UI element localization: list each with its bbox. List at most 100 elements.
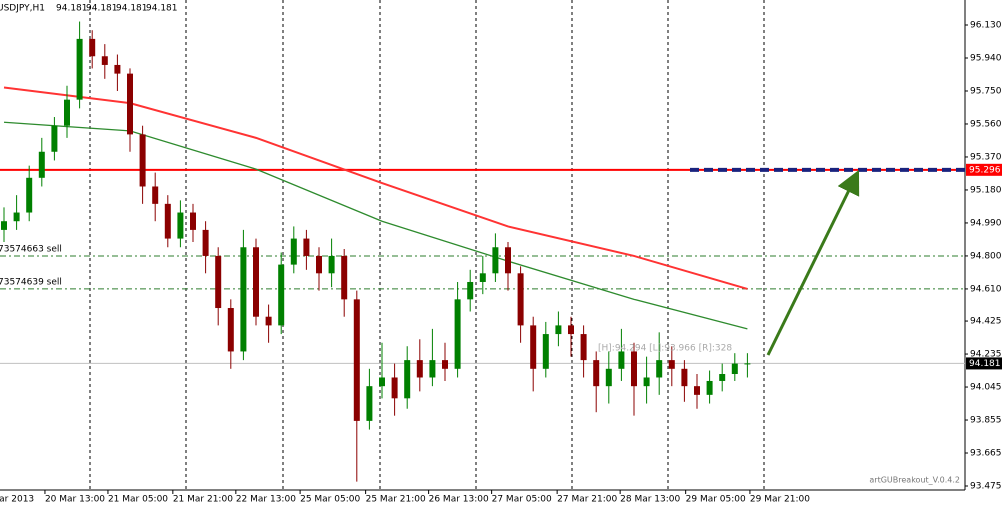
level-label: 73574639 sell xyxy=(0,277,62,287)
x-tick-label: 26 Mar 13:00 xyxy=(429,495,489,505)
candle-body xyxy=(366,386,373,421)
y-tick-label: 95.940 xyxy=(970,53,1002,63)
y-tick-label: 93.475 xyxy=(970,482,1002,492)
x-tick-label: 21 Mar 21:00 xyxy=(173,495,233,505)
candle-body xyxy=(76,38,83,100)
candle-body xyxy=(26,177,33,213)
candle-body xyxy=(391,377,398,399)
x-tick-label: 25 Mar 21:00 xyxy=(366,495,426,505)
candle-body xyxy=(164,203,171,239)
candle-body xyxy=(593,360,600,387)
candle-body xyxy=(253,247,259,317)
x-tick-label: 25 Mar 05:00 xyxy=(300,495,360,505)
x-tick-label: 27 Mar 21:00 xyxy=(557,495,617,505)
candle-body xyxy=(227,308,234,352)
candle-body xyxy=(744,363,751,365)
candle-body xyxy=(479,273,486,282)
x-tick-label: 28 Mar 13:00 xyxy=(620,495,680,505)
header-value: 94.181 xyxy=(86,4,118,14)
x-tick-label: 21 Mar 05:00 xyxy=(108,495,168,505)
candle-body xyxy=(404,360,411,399)
candle-body xyxy=(467,281,474,300)
candle-body xyxy=(668,360,675,369)
candle-body xyxy=(656,360,663,378)
candle-body xyxy=(13,212,20,222)
candle-body xyxy=(416,360,423,378)
candle-body xyxy=(505,247,511,274)
candle-body xyxy=(328,255,335,274)
candle-body xyxy=(202,229,209,256)
y-tick-label: 94.425 xyxy=(970,317,1002,327)
arrow xyxy=(766,169,860,356)
y-tick-label: 93.665 xyxy=(970,449,1002,459)
candle-body xyxy=(568,325,574,335)
x-tick-label: 29 Mar 05:00 xyxy=(686,495,746,505)
candle-body xyxy=(706,380,713,395)
price-box xyxy=(966,163,1002,176)
y-tick-label: 94.610 xyxy=(970,284,1002,294)
indicator-name: artGUBreakout_V.0.4.2 xyxy=(869,476,960,485)
candle-body xyxy=(152,186,159,204)
annotation: [H]:94.294 [L]:93.966 [R]:328 xyxy=(598,344,732,354)
candle-body xyxy=(631,351,637,387)
last-price-label: 94.181 xyxy=(969,359,1001,369)
x-tick-label: Mar 2013 xyxy=(0,495,34,505)
level-label: 73574663 sell xyxy=(0,244,62,254)
candle-body xyxy=(139,134,146,187)
candle-body xyxy=(429,360,436,378)
candle-body xyxy=(694,386,700,395)
candle-body xyxy=(379,377,385,387)
candle-body xyxy=(1,221,7,230)
candle-body xyxy=(290,238,297,265)
candle-body xyxy=(240,247,247,352)
candle-body xyxy=(719,374,726,381)
y-tick-label: 93.855 xyxy=(970,416,1002,426)
last-price-box xyxy=(966,357,1002,370)
candle-body xyxy=(341,255,348,300)
y-tick-label: 94.045 xyxy=(970,383,1002,393)
y-tick-label: 94.235 xyxy=(970,350,1002,360)
candle-body xyxy=(681,368,688,387)
header-value: 94.181 xyxy=(146,4,178,14)
x-tick-label: 29 Mar 21:00 xyxy=(750,495,810,505)
candle-body xyxy=(542,334,549,369)
header-value: 94.181 xyxy=(116,4,148,14)
y-tick-label: 94.800 xyxy=(970,251,1002,261)
chart-title: USDJPY,H1 xyxy=(0,4,45,14)
candle-body xyxy=(303,238,310,256)
candle-body xyxy=(51,125,58,152)
y-tick-label: 95.750 xyxy=(970,86,1002,96)
candle-body xyxy=(442,360,448,369)
candle-body xyxy=(265,316,272,326)
candle-body xyxy=(618,351,625,369)
candle-body xyxy=(190,212,196,230)
x-tick-label: 27 Mar 05:00 xyxy=(492,495,552,505)
candle-body xyxy=(114,64,121,74)
price-box-label: 95.296 xyxy=(969,165,1001,175)
candle-body xyxy=(731,363,738,375)
y-tick-label: 95.370 xyxy=(970,152,1002,162)
candle-body xyxy=(454,299,461,369)
y-tick-label: 95.560 xyxy=(970,119,1002,129)
candle-body xyxy=(353,299,360,421)
candle-body xyxy=(127,73,133,135)
candle-body xyxy=(316,255,322,274)
y-tick-label: 94.990 xyxy=(970,218,1002,228)
candle-body xyxy=(643,377,650,387)
candle-body xyxy=(64,99,70,126)
header-value: 94.181 xyxy=(56,4,88,14)
candle-body xyxy=(517,273,524,326)
candle-body xyxy=(530,325,537,369)
x-tick-label: 22 Mar 13:00 xyxy=(236,495,296,505)
candle-body xyxy=(89,38,96,57)
candle-body xyxy=(605,368,612,387)
candle-body xyxy=(278,264,285,326)
candle-body xyxy=(555,325,562,335)
candle-body xyxy=(38,151,45,178)
candle-body xyxy=(215,255,222,309)
candle-body xyxy=(492,247,499,274)
y-tick-label: 95.180 xyxy=(970,185,1002,195)
candle-body xyxy=(101,56,108,65)
candle-body xyxy=(580,334,587,361)
